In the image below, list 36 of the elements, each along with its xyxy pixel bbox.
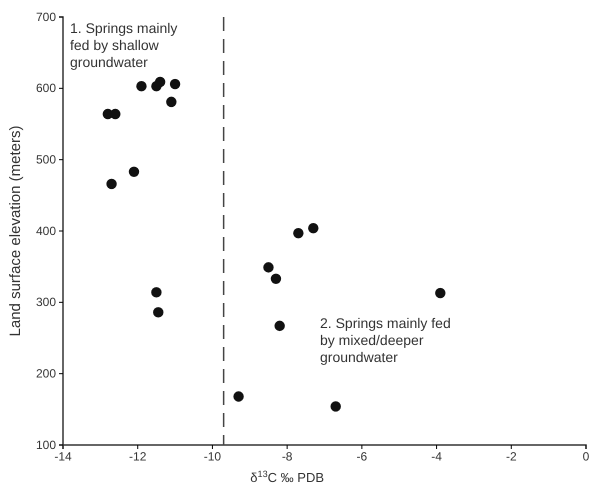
point bbox=[293, 228, 304, 238]
point bbox=[170, 78, 180, 90]
x-tick-label: -2 bbox=[506, 450, 517, 464]
y-axis-title: Land surface elevation (meters) bbox=[7, 126, 24, 336]
point bbox=[110, 108, 120, 120]
point bbox=[166, 96, 177, 108]
point bbox=[263, 262, 274, 273]
x-tick-label: 0 bbox=[582, 450, 590, 464]
point bbox=[154, 76, 166, 88]
point bbox=[270, 274, 282, 284]
x-tick-label: -6 bbox=[356, 450, 368, 464]
y-tick-label: 700 bbox=[36, 10, 56, 24]
y-tick-label: 200 bbox=[36, 366, 56, 381]
y-tick-label: 300 bbox=[36, 295, 56, 310]
point bbox=[151, 287, 162, 298]
point bbox=[435, 288, 446, 298]
x-tick-label: -4 bbox=[431, 450, 442, 464]
point bbox=[128, 166, 140, 177]
point bbox=[330, 401, 341, 412]
x-tick-label: -10 bbox=[204, 450, 222, 464]
y-tick-label: 600 bbox=[36, 81, 56, 96]
x-tick-label: -14 bbox=[54, 450, 72, 464]
point bbox=[153, 307, 164, 318]
y-tick-label: 100 bbox=[36, 438, 56, 452]
x-axis-title: δ$^{13}$C ‰ PDB bbox=[250, 469, 324, 485]
point bbox=[106, 178, 117, 190]
annotation: 1. Springs mainly fed by shallow groundwater bbox=[70, 20, 178, 70]
y-tick-label: 500 bbox=[36, 152, 56, 167]
annotation: 2. Springs mainly fed by mixed/deeper groundwater bbox=[320, 315, 451, 365]
point bbox=[308, 222, 318, 234]
x-tick-label: -12 bbox=[129, 450, 147, 464]
point bbox=[274, 320, 285, 332]
point bbox=[136, 81, 147, 92]
x-tick-label: -8 bbox=[282, 450, 293, 464]
y-tick-label: 400 bbox=[36, 224, 56, 238]
point bbox=[233, 391, 244, 402]
